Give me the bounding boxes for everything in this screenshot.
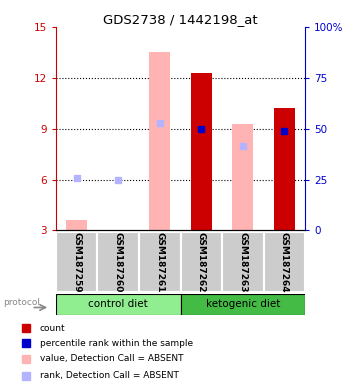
Text: GSM187260: GSM187260: [114, 232, 123, 292]
Bar: [264, 232, 305, 292]
Text: rank, Detection Call = ABSENT: rank, Detection Call = ABSENT: [40, 371, 179, 380]
Text: control diet: control diet: [88, 299, 148, 310]
Text: protocol: protocol: [4, 298, 40, 307]
Bar: [139, 232, 180, 292]
Bar: [222, 232, 264, 292]
Bar: [191, 73, 212, 230]
Text: GSM187264: GSM187264: [280, 232, 289, 292]
Bar: [56, 232, 97, 292]
Title: GDS2738 / 1442198_at: GDS2738 / 1442198_at: [103, 13, 258, 26]
Text: percentile rank within the sample: percentile rank within the sample: [40, 339, 193, 348]
Bar: [66, 220, 87, 230]
Bar: [97, 232, 139, 292]
Text: ketogenic diet: ketogenic diet: [205, 299, 280, 310]
Text: GSM187259: GSM187259: [72, 232, 81, 292]
Bar: [232, 124, 253, 230]
Text: GSM187261: GSM187261: [155, 232, 164, 292]
Text: GSM187262: GSM187262: [197, 232, 206, 292]
Bar: [274, 108, 295, 230]
Bar: [149, 52, 170, 230]
Text: GSM187263: GSM187263: [238, 232, 247, 292]
Bar: [180, 232, 222, 292]
Bar: [56, 294, 180, 315]
Bar: [180, 294, 305, 315]
Text: count: count: [40, 324, 65, 333]
Text: value, Detection Call = ABSENT: value, Detection Call = ABSENT: [40, 354, 183, 363]
